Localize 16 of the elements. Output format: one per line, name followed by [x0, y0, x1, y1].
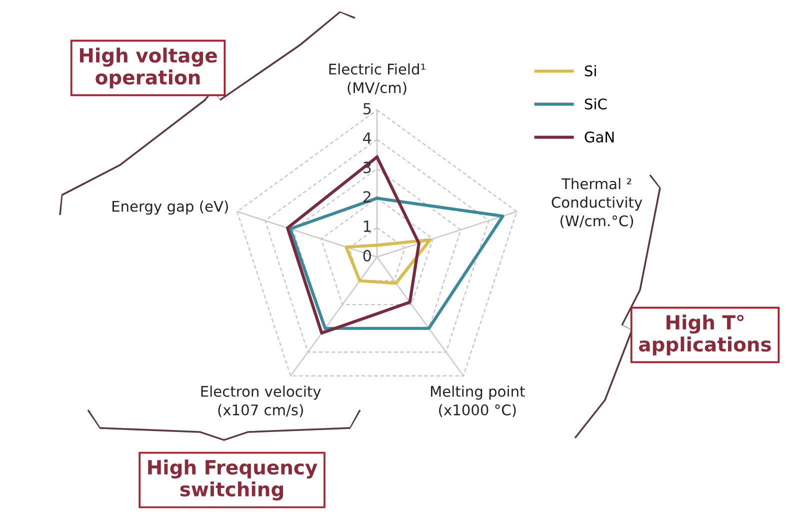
spoke-label: Thermal ² Conductivity (W/cm.°C)	[552, 178, 642, 228]
spoke-label: Melting point (x1000 °C)	[430, 386, 525, 418]
text: High Frequency switching	[148, 460, 318, 500]
spoke-label: Electron velocity (x107 cm/s)	[201, 386, 321, 418]
y-tick-label: 5	[363, 103, 371, 114]
legend-label: SiC	[584, 98, 607, 110]
legend-label: Si	[584, 65, 596, 76]
spoke-label: Electric Field¹ (MV/cm)	[329, 63, 426, 95]
y-tick-label: 1	[364, 220, 371, 232]
y-tick-label: 0	[363, 250, 371, 262]
y-tick-label: 4	[363, 132, 372, 144]
text: High voltage operation	[80, 48, 217, 88]
y-tick-label: 2	[363, 191, 370, 202]
text: High T° applications	[639, 314, 771, 356]
spoke-label: Energy gap (eV)	[112, 200, 228, 215]
legend-label: GaN	[584, 132, 614, 143]
